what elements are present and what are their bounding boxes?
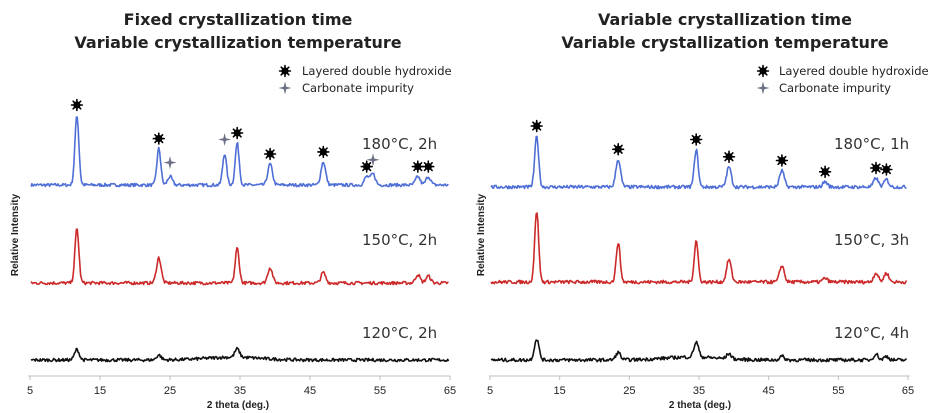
x-tick-label: 25	[164, 385, 176, 397]
ldh-peak-marker-icon	[689, 133, 703, 146]
right-x-ticks: 5 15 25 35 45 55 65	[487, 376, 914, 397]
x-tick-label: 65	[902, 385, 914, 397]
ldh-peak-marker-icon	[360, 160, 373, 173]
left-trace-label-180: 180°C, 2h	[362, 135, 437, 153]
left-trace-label-120: 120°C, 2h	[362, 324, 437, 342]
trace-line-0	[490, 135, 907, 190]
x-tick-label: 35	[693, 385, 705, 397]
right-trace-label-120: 120°C, 4h	[834, 324, 909, 342]
trace-line-2	[490, 339, 908, 363]
x-tick-label: 15	[554, 385, 566, 397]
ldh-peak-marker-icon	[611, 143, 625, 156]
x-tick-label: 55	[374, 385, 386, 397]
ldh-peak-marker-icon	[231, 126, 244, 140]
right-legend-carbonate-label: Carbonate impurity	[779, 81, 891, 95]
ldh-peak-marker-icon	[775, 154, 789, 167]
right-x-axis-title: 2 theta (deg.)	[669, 400, 731, 411]
legend-carbonate-marker-icon	[278, 81, 292, 95]
left-panel-subtitle: Variable crystallization temperature	[74, 33, 401, 52]
left-x-axis-title: 2 theta (deg.)	[207, 400, 269, 411]
ldh-peak-marker-icon	[818, 165, 832, 178]
x-tick-label: 65	[444, 385, 456, 397]
x-tick-label: 15	[94, 385, 106, 397]
legend-ldh-marker-icon	[756, 64, 770, 78]
left-legend: Layered double hydroxide Carbonate impur…	[302, 64, 452, 95]
carbonate-peak-marker-icon	[218, 133, 232, 146]
ldh-peak-marker-icon	[422, 160, 435, 173]
ldh-peak-marker-icon	[880, 163, 893, 176]
right-y-axis-title: Relative Intensity	[476, 193, 487, 276]
x-tick-label: 5	[487, 385, 493, 397]
right-legend: Layered double hydroxide Carbonate impur…	[779, 64, 928, 95]
left-trace-label-150: 150°C, 2h	[362, 231, 437, 249]
x-tick-label: 45	[763, 385, 775, 397]
ldh-peak-marker-icon	[152, 132, 165, 145]
ldh-peak-marker-icon	[722, 150, 736, 163]
right-plot-area	[490, 64, 908, 363]
right-panel-title: Variable crystallization time	[598, 10, 852, 29]
x-tick-label: 45	[304, 385, 316, 397]
legend-carbonate-marker-icon	[756, 81, 770, 95]
right-trace-label-180: 180°C, 1h	[834, 135, 909, 153]
ldh-peak-marker-icon	[411, 160, 425, 173]
left-panel-title: Fixed crystallization time	[124, 10, 353, 29]
left-x-ticks: 5 15 25 35 45 55 65	[27, 376, 456, 397]
right-panel: Variable crystallization time Variable c…	[476, 10, 928, 411]
ldh-peak-marker-icon	[70, 98, 84, 112]
ldh-peak-marker-icon	[263, 147, 277, 161]
trace-line-1	[30, 228, 449, 286]
ldh-peak-marker-icon	[317, 145, 330, 159]
left-plot-area	[30, 64, 450, 363]
ldh-peak-marker-icon	[869, 161, 883, 175]
left-legend-ldh-label: Layered double hydroxide	[302, 64, 452, 78]
left-panel: Fixed crystallization time Variable crys…	[10, 10, 456, 411]
trace-line-0	[30, 116, 449, 188]
left-legend-carbonate-label: Carbonate impurity	[302, 81, 414, 95]
right-trace-label-150: 150°C, 3h	[834, 231, 909, 249]
carbonate-peak-marker-icon	[366, 153, 380, 167]
x-tick-label: 55	[832, 385, 844, 397]
trace-line-2	[30, 346, 450, 363]
carbonate-peak-marker-icon	[163, 156, 177, 170]
right-legend-ldh-label: Layered double hydroxide	[779, 64, 928, 78]
ldh-peak-marker-icon	[530, 119, 543, 133]
x-tick-label: 25	[623, 385, 635, 397]
trace-line-1	[490, 212, 908, 285]
x-tick-label: 5	[27, 385, 33, 397]
x-tick-label: 35	[234, 385, 246, 397]
legend-ldh-marker-icon	[278, 64, 292, 78]
right-panel-subtitle: Variable crystallization temperature	[561, 33, 888, 52]
left-y-axis-title: Relative Intensity	[10, 193, 21, 276]
